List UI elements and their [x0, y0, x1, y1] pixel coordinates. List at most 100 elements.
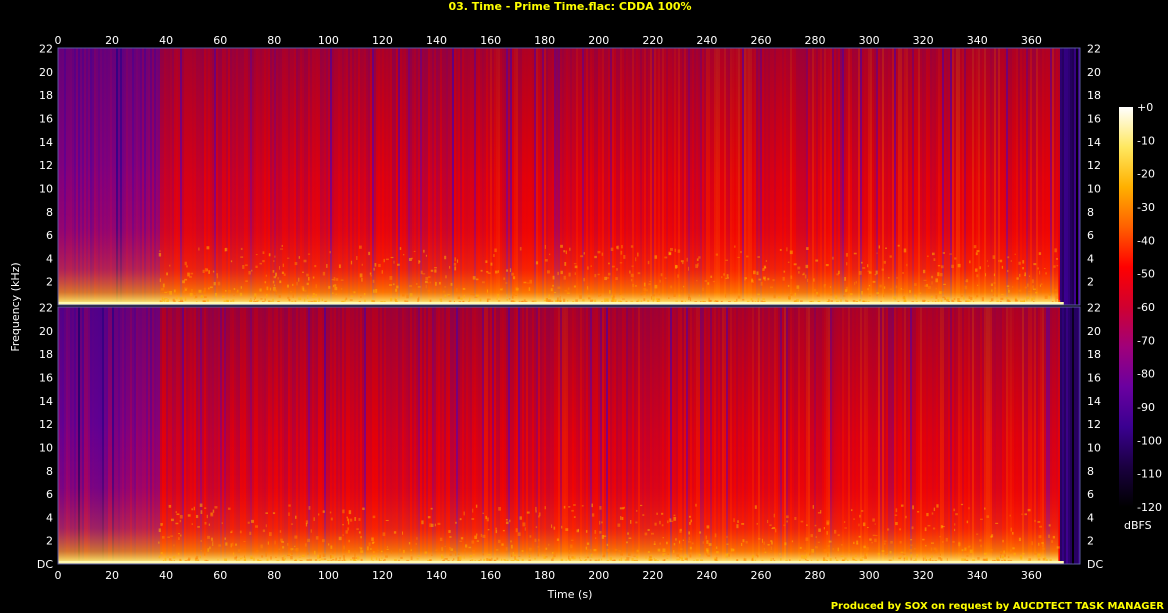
energy-speck	[952, 300, 955, 303]
energy-speck	[763, 541, 765, 545]
energy-speck	[460, 537, 464, 540]
energy-speck	[449, 265, 451, 269]
energy-speck	[577, 528, 579, 532]
energy-speck	[673, 514, 676, 516]
energy-speck	[314, 264, 317, 268]
energy-speck	[545, 547, 548, 550]
energy-speck	[514, 556, 516, 560]
energy-speck	[214, 506, 218, 509]
energy-speck	[306, 282, 309, 286]
energy-speck	[444, 286, 447, 288]
energy-speck	[281, 271, 285, 275]
energy-speck	[866, 547, 869, 551]
energy-speck	[676, 558, 679, 561]
x-tick-label: 0	[55, 569, 62, 582]
energy-speck	[274, 556, 277, 558]
energy-speck	[611, 265, 615, 268]
energy-speck	[225, 542, 228, 546]
energy-speck	[805, 554, 808, 559]
energy-speck	[360, 547, 363, 550]
energy-speck	[295, 515, 297, 519]
energy-speck	[630, 245, 634, 248]
colorbar-tick-label: -70	[1137, 334, 1155, 347]
energy-speck	[797, 266, 801, 270]
energy-speck	[571, 556, 574, 558]
energy-speck	[217, 281, 221, 286]
x-tick-label: 80	[267, 34, 281, 47]
energy-speck	[439, 298, 443, 301]
energy-speck	[498, 539, 501, 544]
energy-speck	[585, 292, 587, 294]
energy-speck	[910, 554, 913, 559]
energy-speck	[741, 523, 745, 525]
energy-speck	[548, 294, 550, 298]
energy-speck	[243, 559, 246, 562]
energy-speck	[725, 553, 729, 558]
energy-speck	[1038, 535, 1042, 539]
energy-speck	[827, 553, 829, 557]
energy-speck	[482, 534, 486, 538]
energy-speck	[927, 286, 931, 289]
energy-speck	[650, 296, 653, 300]
energy-speck	[964, 285, 968, 290]
energy-speck	[773, 294, 776, 299]
energy-speck	[774, 528, 777, 533]
energy-speck	[455, 551, 457, 556]
energy-speck	[591, 513, 595, 517]
energy-speck	[648, 558, 651, 561]
energy-speck	[655, 297, 659, 301]
energy-speck	[314, 300, 317, 303]
energy-speck	[526, 282, 530, 284]
energy-speck	[756, 522, 758, 525]
energy-speck	[654, 522, 657, 526]
x-tick-label: 180	[534, 569, 555, 582]
energy-speck	[836, 559, 839, 562]
energy-speck	[350, 260, 353, 265]
energy-speck	[360, 558, 363, 562]
energy-speck	[1000, 551, 1003, 555]
energy-speck	[1055, 258, 1058, 260]
energy-speck	[288, 298, 291, 302]
energy-speck	[878, 245, 881, 249]
energy-speck	[706, 552, 708, 556]
energy-speck	[567, 287, 570, 291]
energy-speck	[308, 506, 311, 510]
energy-speck	[957, 298, 960, 302]
y-tick-label: 2	[46, 535, 53, 548]
energy-speck	[942, 296, 945, 299]
energy-speck	[942, 291, 945, 293]
energy-speck	[509, 268, 512, 273]
colorbar-tick-label: -60	[1137, 301, 1155, 314]
energy-speck	[409, 285, 413, 288]
energy-speck	[560, 558, 564, 563]
energy-speck	[939, 291, 942, 295]
energy-speck	[932, 300, 934, 303]
energy-speck	[304, 289, 307, 292]
energy-speck	[710, 275, 713, 278]
energy-speck	[273, 276, 277, 279]
energy-speck	[750, 297, 753, 301]
energy-speck	[982, 559, 986, 563]
energy-speck	[679, 556, 681, 559]
energy-speck	[175, 297, 178, 300]
x-tick-label: 220	[642, 569, 663, 582]
energy-speck	[449, 536, 452, 538]
energy-speck	[630, 300, 634, 303]
energy-speck	[986, 515, 990, 518]
energy-speck	[233, 552, 235, 556]
y-tick-label: 10	[1087, 441, 1101, 454]
energy-speck	[942, 540, 944, 543]
energy-speck	[180, 534, 182, 537]
energy-speck	[1006, 269, 1009, 273]
energy-speck	[797, 271, 800, 274]
energy-speck	[895, 285, 898, 289]
energy-speck	[931, 252, 935, 256]
energy-speck	[594, 291, 597, 293]
energy-speck	[574, 272, 576, 275]
energy-speck	[621, 245, 623, 249]
energy-speck	[368, 542, 371, 547]
energy-speck	[995, 293, 998, 297]
energy-speck	[1022, 553, 1025, 555]
energy-speck	[330, 545, 333, 549]
